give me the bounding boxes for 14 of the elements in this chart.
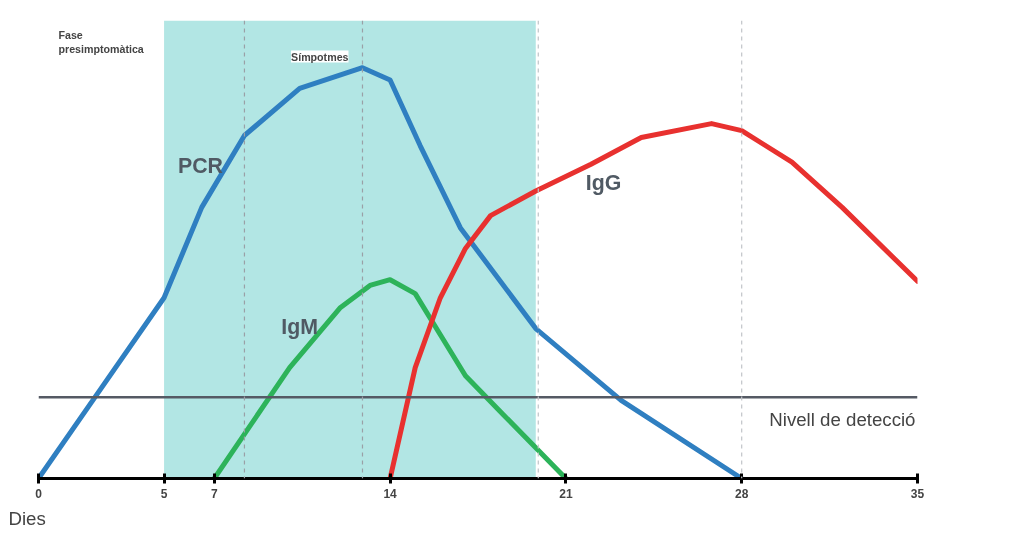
series-label: IgM [281, 314, 319, 339]
x-tick-label: 7 [210, 486, 218, 501]
series-label: IgG [585, 170, 622, 195]
x-tick-label: 35 [910, 486, 925, 501]
x-tick-label: 21 [559, 486, 573, 501]
x-axis-title: Dies [8, 507, 46, 529]
text: Fase presimptomàtica [58, 28, 144, 55]
series-label: PCR [177, 154, 223, 179]
ref-line-label: Nivell de detecció [769, 409, 916, 431]
x-tick-label: 0 [35, 486, 43, 501]
band-label: Símpotmes [291, 50, 349, 63]
x-tick-label: 14 [383, 486, 398, 501]
x-tick-label: 28 [735, 486, 749, 501]
x-tick-label: 5 [160, 486, 168, 501]
